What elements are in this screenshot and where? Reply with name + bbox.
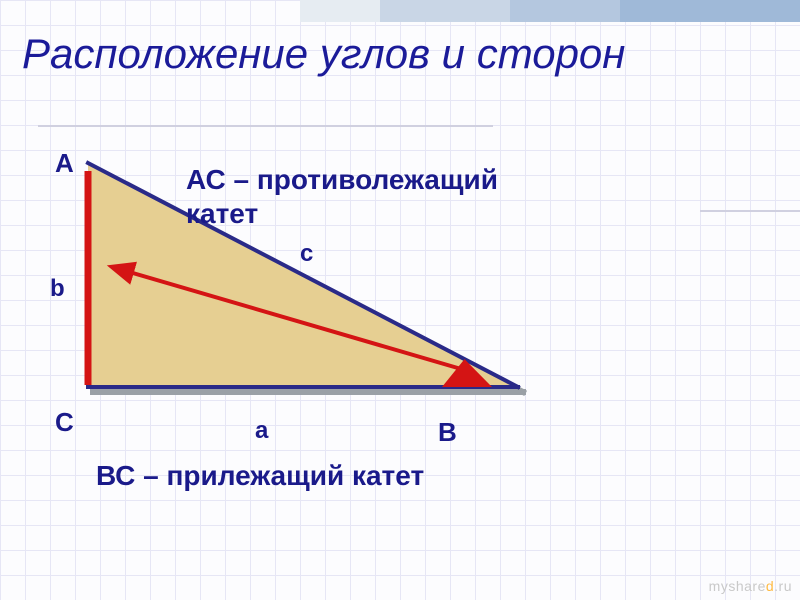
side-label-a: а	[255, 417, 268, 445]
caption-ac-line1: АС – противолежащий	[186, 164, 498, 195]
caption-ac: АС – противолежащий катет	[186, 163, 498, 231]
page-title: Расположение углов и сторон	[22, 30, 625, 78]
top-stripe-3	[510, 0, 620, 22]
vertex-label-b: В	[438, 417, 457, 448]
caption-ac-line2: катет	[186, 198, 258, 229]
caption-bc: ВС – прилежащий катет	[96, 460, 424, 492]
top-stripe-2	[380, 0, 510, 22]
side-label-c: с	[300, 240, 313, 268]
watermark-post: .ru	[774, 578, 792, 594]
right-separator	[700, 210, 800, 212]
vertex-label-a: А	[55, 148, 74, 179]
watermark-accent: d	[766, 578, 774, 594]
title-separator	[38, 125, 493, 127]
watermark: myshared.ru	[709, 578, 792, 594]
watermark-pre: myshare	[709, 578, 766, 594]
top-stripe-1	[300, 0, 380, 22]
side-label-b: b	[50, 275, 65, 303]
top-stripe-4	[620, 0, 800, 22]
vertex-label-c: С	[55, 407, 74, 438]
